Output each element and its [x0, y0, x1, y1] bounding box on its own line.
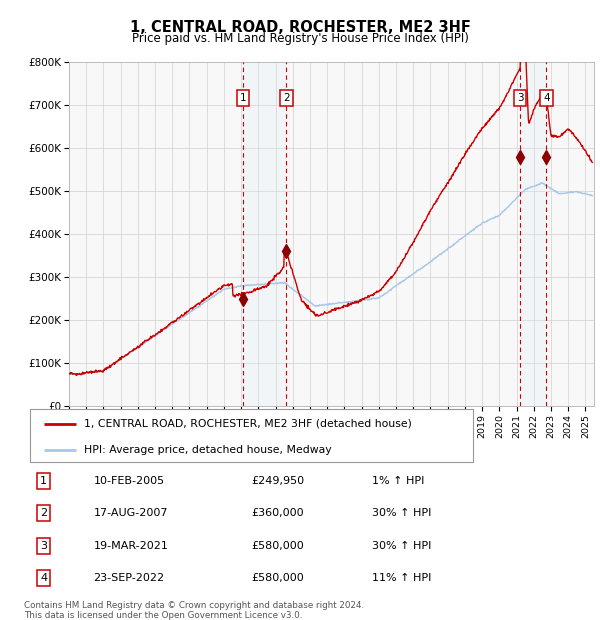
Text: 30% ↑ HPI: 30% ↑ HPI — [372, 508, 431, 518]
Text: 2: 2 — [283, 93, 290, 103]
Text: 11% ↑ HPI: 11% ↑ HPI — [372, 574, 431, 583]
Text: £249,950: £249,950 — [251, 476, 304, 485]
Text: 3: 3 — [517, 93, 523, 103]
Text: 1% ↑ HPI: 1% ↑ HPI — [372, 476, 425, 485]
Text: £580,000: £580,000 — [251, 541, 304, 551]
Text: 30% ↑ HPI: 30% ↑ HPI — [372, 541, 431, 551]
Text: 4: 4 — [543, 93, 550, 103]
Text: 17-AUG-2007: 17-AUG-2007 — [94, 508, 168, 518]
Text: 3: 3 — [40, 541, 47, 551]
Text: 1, CENTRAL ROAD, ROCHESTER, ME2 3HF (detached house): 1, CENTRAL ROAD, ROCHESTER, ME2 3HF (det… — [84, 419, 412, 429]
Bar — [520, 62, 547, 406]
Text: £580,000: £580,000 — [251, 574, 304, 583]
Text: £360,000: £360,000 — [251, 508, 304, 518]
Text: 19-MAR-2021: 19-MAR-2021 — [94, 541, 169, 551]
Text: 10-FEB-2005: 10-FEB-2005 — [94, 476, 164, 485]
Text: Price paid vs. HM Land Registry's House Price Index (HPI): Price paid vs. HM Land Registry's House … — [131, 32, 469, 45]
FancyBboxPatch shape — [30, 409, 473, 462]
Bar — [243, 62, 286, 406]
Text: 2: 2 — [40, 508, 47, 518]
Text: HPI: Average price, detached house, Medway: HPI: Average price, detached house, Medw… — [84, 445, 332, 455]
Text: 23-SEP-2022: 23-SEP-2022 — [94, 574, 164, 583]
Text: 1: 1 — [240, 93, 247, 103]
Text: This data is licensed under the Open Government Licence v3.0.: This data is licensed under the Open Gov… — [24, 611, 302, 620]
Text: Contains HM Land Registry data © Crown copyright and database right 2024.: Contains HM Land Registry data © Crown c… — [24, 601, 364, 611]
Text: 1: 1 — [40, 476, 47, 485]
Text: 1, CENTRAL ROAD, ROCHESTER, ME2 3HF: 1, CENTRAL ROAD, ROCHESTER, ME2 3HF — [130, 20, 470, 35]
Text: 4: 4 — [40, 574, 47, 583]
